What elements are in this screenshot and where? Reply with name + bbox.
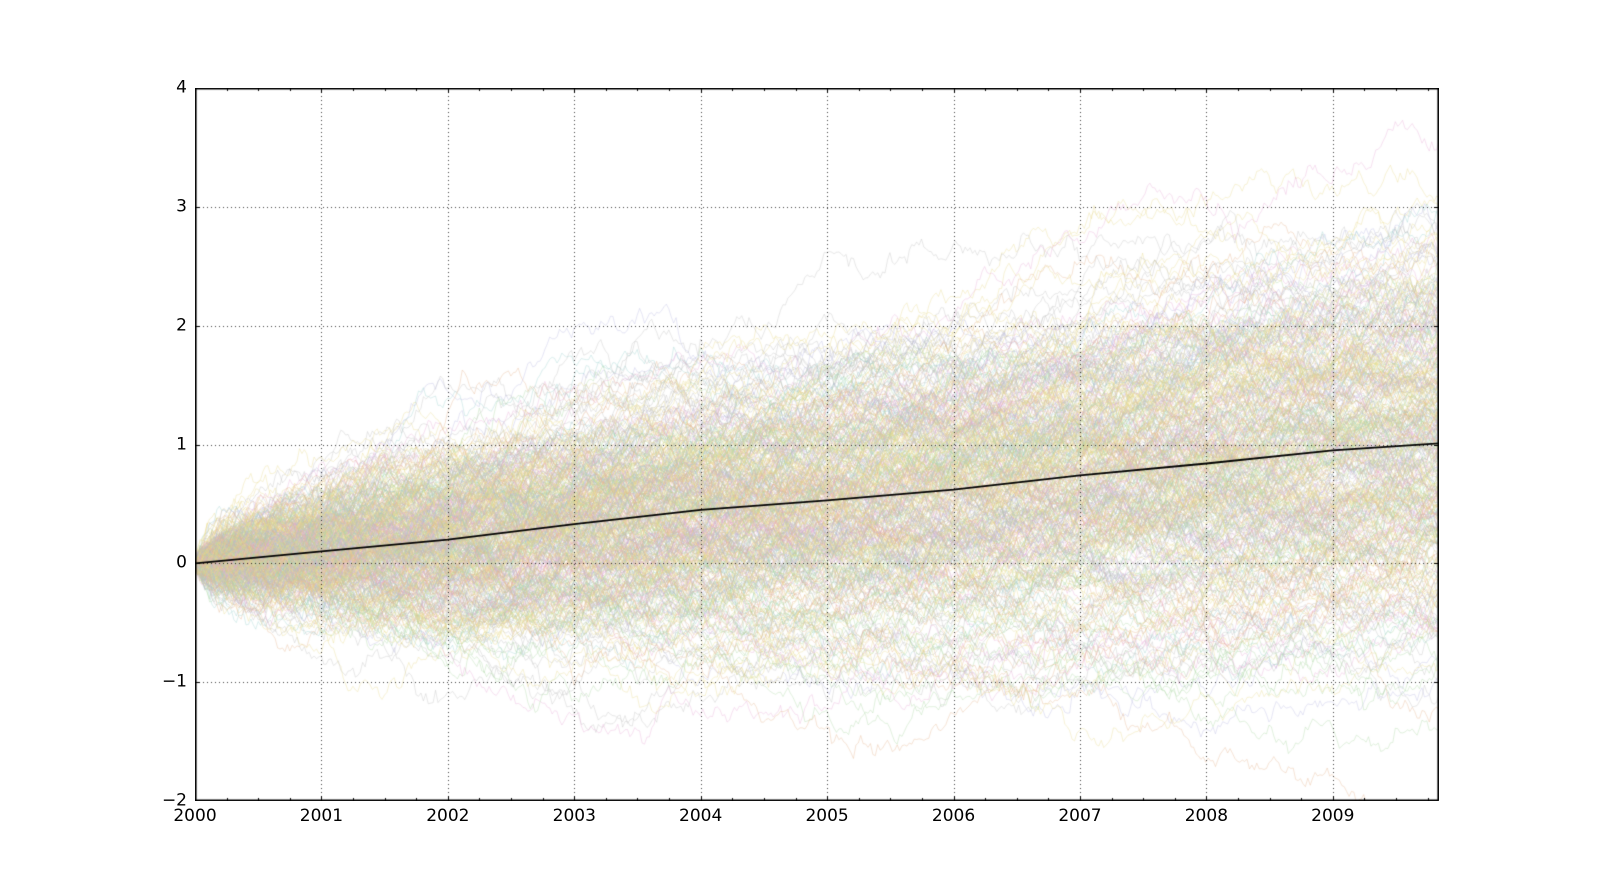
chart-canvas: [195, 88, 1439, 801]
x-tick-label-2000: 2000: [173, 806, 217, 826]
x-tick-label-2006: 2006: [931, 806, 976, 826]
x-tick-label-2002: 2002: [426, 806, 470, 826]
plot-area: [195, 88, 1439, 801]
x-tick-label-2004: 2004: [679, 806, 723, 826]
y-tick-label-0: 0: [176, 552, 187, 573]
x-tick-label-2008: 2008: [1184, 806, 1229, 826]
x-tick-label-2001: 2001: [299, 806, 344, 826]
x-tick-label-2007: 2007: [1058, 806, 1102, 826]
x-tick-label-2005: 2005: [805, 806, 849, 826]
y-tick-label-4: 4: [176, 77, 187, 98]
y-tick-label-−2: −2: [161, 790, 187, 811]
y-tick-label-3: 3: [176, 196, 187, 217]
y-tick-label-−1: −1: [161, 671, 187, 692]
y-tick-label-2: 2: [176, 315, 187, 336]
y-tick-label-1: 1: [176, 434, 187, 454]
x-tick-label-2009: 2009: [1311, 806, 1355, 826]
x-tick-label-2003: 2003: [552, 806, 596, 826]
